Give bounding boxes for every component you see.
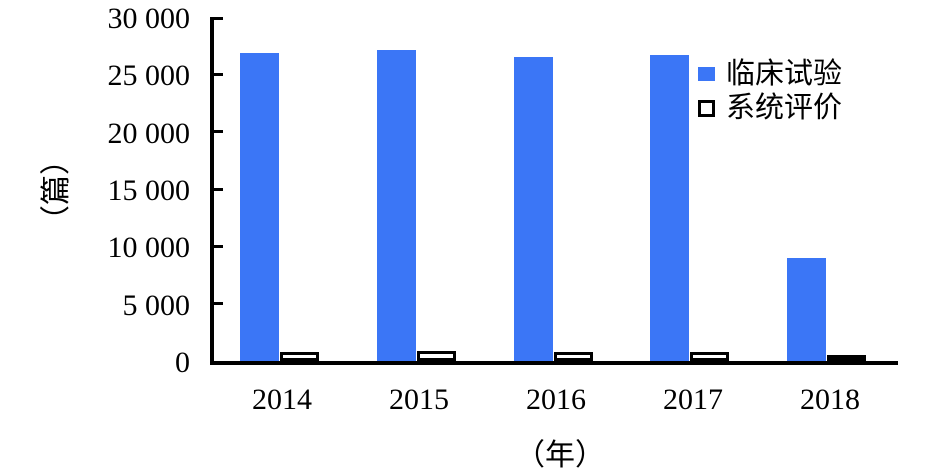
- y-axis-tick: [214, 17, 223, 20]
- y-axis-tick: [214, 187, 223, 191]
- y-tick-label: 0: [175, 346, 190, 379]
- legend-item-clinical-trials: 临床试验: [698, 57, 842, 91]
- bar-clinical-trials-2016: [514, 57, 553, 361]
- y-tick-label: 25 000: [107, 59, 191, 92]
- legend-marker-filled-square-icon: [698, 67, 715, 81]
- x-tick-label-2016: 2016: [526, 383, 586, 416]
- x-tick-label-2014: 2014: [252, 383, 312, 416]
- y-tick-label: 15 000: [107, 174, 191, 207]
- bar-clinical-trials-2014: [240, 53, 279, 361]
- plot-inner: [214, 17, 898, 361]
- bar-systematic-reviews-2014: [280, 352, 319, 361]
- y-tick-label: 20 000: [107, 117, 191, 150]
- legend-item-systematic-reviews: 系统评价: [698, 91, 842, 125]
- legend-label: 临床试验: [726, 58, 843, 90]
- y-axis-tick: [214, 130, 223, 134]
- y-tick-label: 30 000: [107, 2, 191, 35]
- bar-clinical-trials-2018: [787, 258, 826, 361]
- y-axis-tick: [214, 244, 223, 248]
- y-tick-label: 10 000: [107, 231, 191, 264]
- y-axis-tick: [214, 72, 223, 76]
- legend: 临床试验 系统评价: [698, 57, 842, 125]
- plot-area: [210, 17, 898, 365]
- legend-marker-outlined-square-icon: [698, 99, 715, 117]
- bar-systematic-reviews-2016: [554, 352, 593, 361]
- legend-label: 系统评价: [726, 92, 843, 124]
- y-axis-tick: [214, 302, 223, 306]
- bar-systematic-reviews-2017: [690, 352, 729, 361]
- x-tick-label-2017: 2017: [663, 383, 723, 416]
- x-axis-title: （年）: [515, 439, 605, 472]
- bar-systematic-reviews-2018: [827, 355, 866, 361]
- x-tick-label-2018: 2018: [800, 383, 860, 416]
- bar-systematic-reviews-2015: [417, 351, 456, 361]
- x-tick-label-2015: 2015: [389, 383, 449, 416]
- bar-clinical-trials-2017: [650, 55, 689, 361]
- y-tick-label: 5 000: [122, 289, 191, 322]
- bar-clinical-trials-2015: [377, 50, 416, 361]
